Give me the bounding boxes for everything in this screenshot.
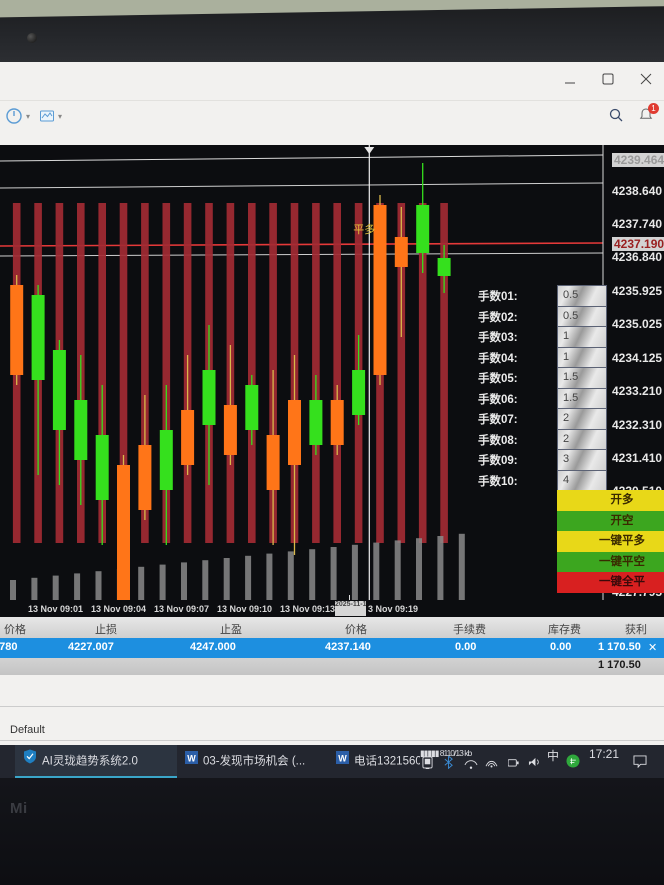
svg-text:W: W [338, 754, 347, 764]
svg-text:平多: 平多 [353, 222, 375, 236]
svg-text:W: W [187, 754, 196, 764]
